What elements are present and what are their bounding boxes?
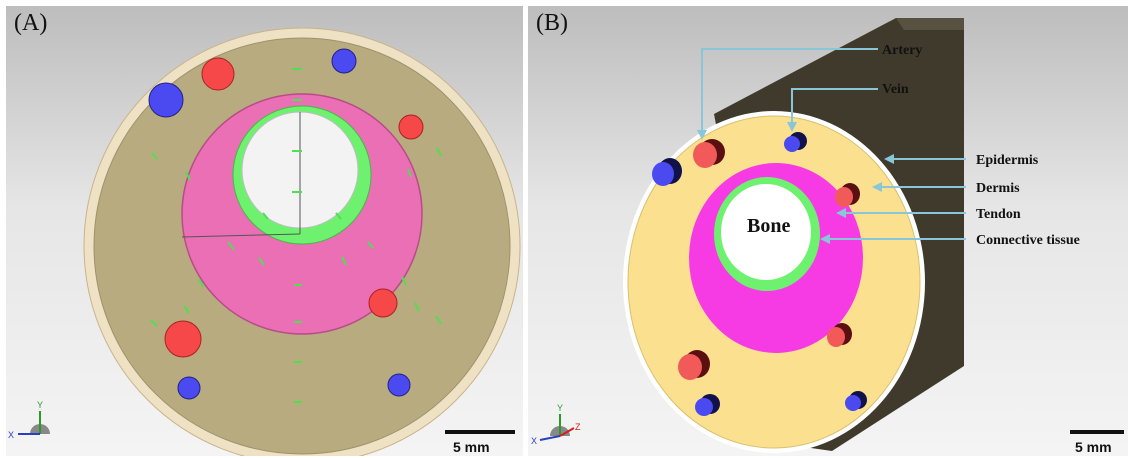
artery-vessel	[369, 289, 397, 317]
cylinder-view-b: Bone	[528, 6, 1128, 456]
vein-vessel	[178, 377, 200, 399]
scale-bar-label: 5 mm	[453, 439, 490, 455]
axis-z-label: Z	[575, 422, 581, 432]
artery-vessel	[399, 115, 423, 139]
scale-bar	[1070, 430, 1124, 434]
axis-triad: Y X	[8, 400, 50, 440]
axis-x-label: X	[8, 430, 14, 440]
epidermis-label: Epidermis	[976, 153, 1039, 168]
axis-y-label: Y	[37, 400, 43, 410]
bone-label: Bone	[747, 215, 790, 237]
axis-y-label: Y	[557, 403, 563, 413]
artery-label: Artery	[882, 43, 922, 58]
vein-label: Vein	[882, 82, 909, 97]
artery-vessel	[165, 321, 201, 357]
axis-x-label: X	[531, 436, 537, 446]
tendon-label: Tendon	[976, 207, 1021, 222]
scale-bar	[445, 430, 515, 434]
vein-vessel	[388, 374, 410, 396]
cross-section-a: Y X 5 mm	[6, 6, 523, 456]
connective-tissue-label: Connective tissue	[976, 233, 1080, 248]
vein-vessel	[149, 83, 183, 117]
axis-triad: Y X Z	[531, 403, 581, 446]
scale-bar-label: 5 mm	[1075, 439, 1112, 455]
artery-vessel	[202, 58, 234, 90]
dermis-label: Dermis	[976, 181, 1020, 196]
vein-vessel	[332, 49, 356, 73]
panel-b: (B) Bone	[528, 6, 1128, 456]
panel-a: (A)	[6, 6, 523, 456]
